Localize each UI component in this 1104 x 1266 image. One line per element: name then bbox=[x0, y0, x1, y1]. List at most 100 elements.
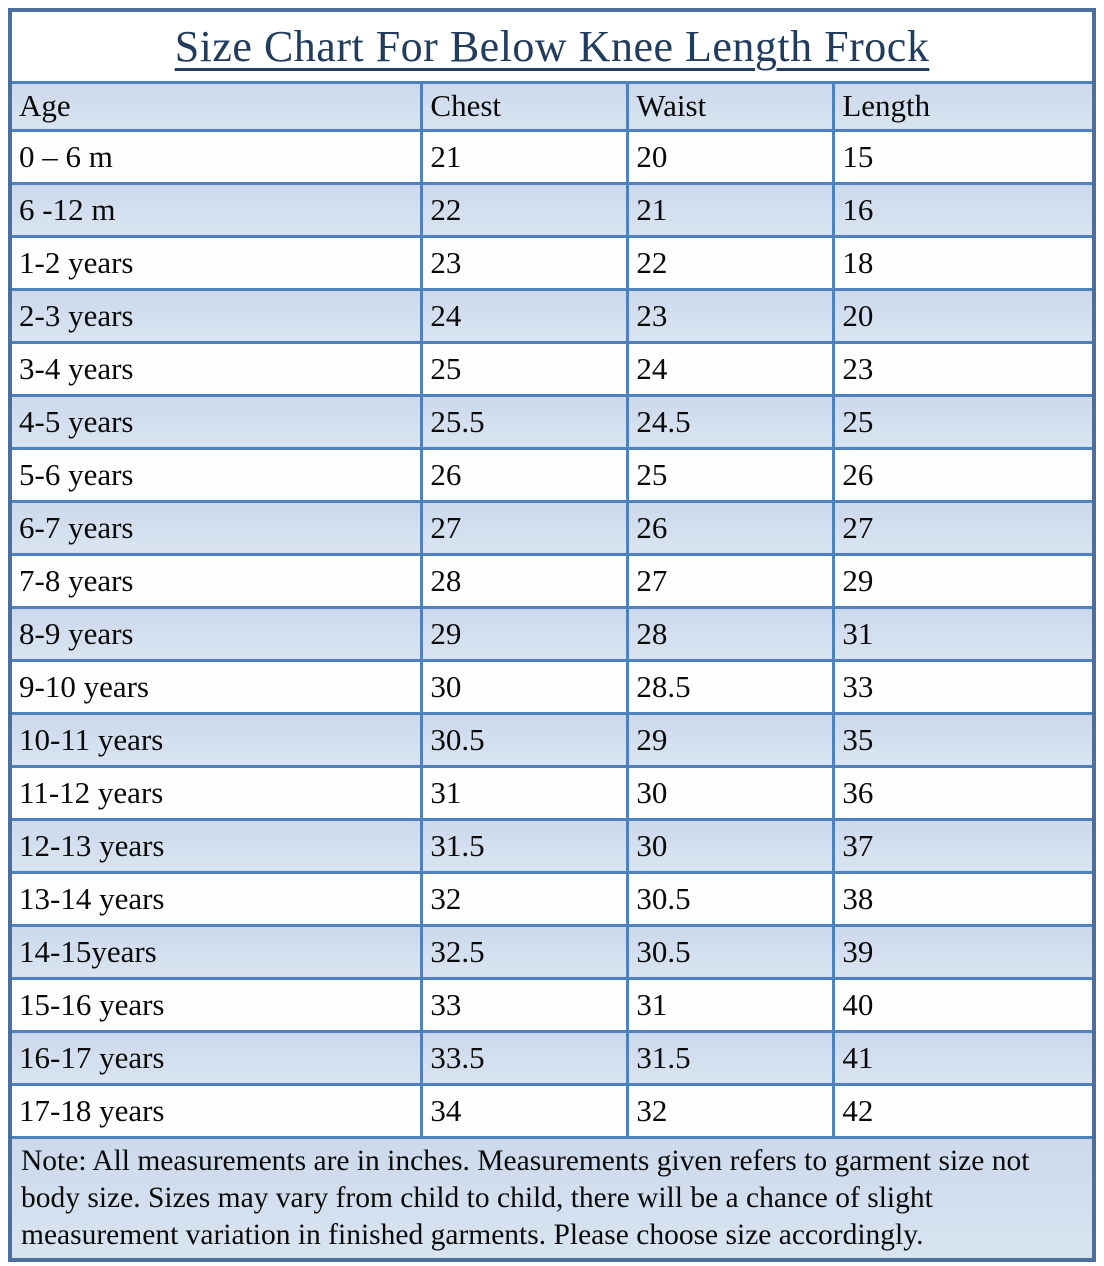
table-row: 9-10 years 30 28.5 33 bbox=[8, 658, 1096, 715]
size-chart-table: Size Chart For Below Knee Length Frock A… bbox=[8, 8, 1096, 1262]
waist-cell: 21 bbox=[626, 181, 836, 238]
table-row: 6-7 years 27 26 27 bbox=[8, 499, 1096, 556]
note-cell: Note: All measurements are in inches. Me… bbox=[8, 1135, 1096, 1261]
table-row: 7-8 years 28 27 29 bbox=[8, 552, 1096, 609]
page-title: Size Chart For Below Knee Length Frock bbox=[174, 21, 930, 71]
age-cell: 15-16 years bbox=[8, 976, 424, 1033]
waist-cell: 30 bbox=[626, 817, 836, 874]
table-row: 14-15years 32.5 30.5 39 bbox=[8, 923, 1096, 980]
column-header-length: Length bbox=[832, 80, 1096, 132]
waist-cell: 28 bbox=[626, 605, 836, 662]
age-cell: 4-5 years bbox=[8, 393, 424, 450]
table-row: 10-11 years 30.5 29 35 bbox=[8, 711, 1096, 768]
waist-cell: 30.5 bbox=[626, 870, 836, 927]
title-cell: Size Chart For Below Knee Length Frock bbox=[8, 8, 1096, 84]
length-cell: 25 bbox=[832, 393, 1096, 450]
size-table-body: 0 – 6 m 21 20 15 6 -12 m 22 21 16 1-2 ye… bbox=[8, 128, 1096, 1139]
age-cell: 11-12 years bbox=[8, 764, 424, 821]
age-cell: 8-9 years bbox=[8, 605, 424, 662]
chest-cell: 29 bbox=[420, 605, 630, 662]
chest-cell: 27 bbox=[420, 499, 630, 556]
column-header-chest: Chest bbox=[420, 80, 630, 132]
chest-cell: 33 bbox=[420, 976, 630, 1033]
length-cell: 41 bbox=[832, 1029, 1096, 1086]
length-cell: 33 bbox=[832, 658, 1096, 715]
length-cell: 18 bbox=[832, 234, 1096, 291]
length-cell: 29 bbox=[832, 552, 1096, 609]
waist-cell: 22 bbox=[626, 234, 836, 291]
waist-cell: 26 bbox=[626, 499, 836, 556]
table-row: 11-12 years 31 30 36 bbox=[8, 764, 1096, 821]
waist-cell: 30.5 bbox=[626, 923, 836, 980]
chest-cell: 33.5 bbox=[420, 1029, 630, 1086]
chest-cell: 23 bbox=[420, 234, 630, 291]
age-cell: 6-7 years bbox=[8, 499, 424, 556]
waist-cell: 30 bbox=[626, 764, 836, 821]
chest-cell: 24 bbox=[420, 287, 630, 344]
age-cell: 13-14 years bbox=[8, 870, 424, 927]
chest-cell: 30 bbox=[420, 658, 630, 715]
waist-cell: 20 bbox=[626, 128, 836, 185]
age-cell: 9-10 years bbox=[8, 658, 424, 715]
chest-cell: 31 bbox=[420, 764, 630, 821]
table-row: 13-14 years 32 30.5 38 bbox=[8, 870, 1096, 927]
table-row: 4-5 years 25.5 24.5 25 bbox=[8, 393, 1096, 450]
age-cell: 2-3 years bbox=[8, 287, 424, 344]
chest-cell: 26 bbox=[420, 446, 630, 503]
chest-cell: 28 bbox=[420, 552, 630, 609]
chest-cell: 30.5 bbox=[420, 711, 630, 768]
table-row: 2-3 years 24 23 20 bbox=[8, 287, 1096, 344]
length-cell: 35 bbox=[832, 711, 1096, 768]
waist-cell: 24 bbox=[626, 340, 836, 397]
age-cell: 10-11 years bbox=[8, 711, 424, 768]
age-cell: 14-15years bbox=[8, 923, 424, 980]
header-row: Age Chest Waist Length bbox=[8, 80, 1096, 132]
table-row: 16-17 years 33.5 31.5 41 bbox=[8, 1029, 1096, 1086]
age-cell: 6 -12 m bbox=[8, 181, 424, 238]
waist-cell: 25 bbox=[626, 446, 836, 503]
age-cell: 12-13 years bbox=[8, 817, 424, 874]
column-header-waist: Waist bbox=[626, 80, 836, 132]
chest-cell: 25 bbox=[420, 340, 630, 397]
length-cell: 23 bbox=[832, 340, 1096, 397]
length-cell: 26 bbox=[832, 446, 1096, 503]
age-cell: 5-6 years bbox=[8, 446, 424, 503]
table-row: 17-18 years 34 32 42 bbox=[8, 1082, 1096, 1139]
chest-cell: 22 bbox=[420, 181, 630, 238]
waist-cell: 28.5 bbox=[626, 658, 836, 715]
age-cell: 7-8 years bbox=[8, 552, 424, 609]
waist-cell: 27 bbox=[626, 552, 836, 609]
waist-cell: 32 bbox=[626, 1082, 836, 1139]
table-row: 6 -12 m 22 21 16 bbox=[8, 181, 1096, 238]
length-cell: 40 bbox=[832, 976, 1096, 1033]
table-row: 12-13 years 31.5 30 37 bbox=[8, 817, 1096, 874]
chest-cell: 21 bbox=[420, 128, 630, 185]
length-cell: 15 bbox=[832, 128, 1096, 185]
age-cell: 1-2 years bbox=[8, 234, 424, 291]
length-cell: 20 bbox=[832, 287, 1096, 344]
age-cell: 3-4 years bbox=[8, 340, 424, 397]
waist-cell: 24.5 bbox=[626, 393, 836, 450]
note-text: Note: All measurements are in inches. Me… bbox=[21, 1144, 1030, 1251]
waist-cell: 23 bbox=[626, 287, 836, 344]
chest-cell: 34 bbox=[420, 1082, 630, 1139]
waist-cell: 31 bbox=[626, 976, 836, 1033]
length-cell: 36 bbox=[832, 764, 1096, 821]
length-cell: 42 bbox=[832, 1082, 1096, 1139]
note-row: Note: All measurements are in inches. Me… bbox=[8, 1135, 1096, 1261]
chest-cell: 32.5 bbox=[420, 923, 630, 980]
age-cell: 17-18 years bbox=[8, 1082, 424, 1139]
table-row: 15-16 years 33 31 40 bbox=[8, 976, 1096, 1033]
chest-cell: 32 bbox=[420, 870, 630, 927]
column-header-age: Age bbox=[8, 80, 424, 132]
age-cell: 16-17 years bbox=[8, 1029, 424, 1086]
table-row: 3-4 years 25 24 23 bbox=[8, 340, 1096, 397]
table-row: 1-2 years 23 22 18 bbox=[8, 234, 1096, 291]
length-cell: 27 bbox=[832, 499, 1096, 556]
table-row: 8-9 years 29 28 31 bbox=[8, 605, 1096, 662]
chest-cell: 31.5 bbox=[420, 817, 630, 874]
age-cell: 0 – 6 m bbox=[8, 128, 424, 185]
waist-cell: 31.5 bbox=[626, 1029, 836, 1086]
title-row: Size Chart For Below Knee Length Frock bbox=[8, 8, 1096, 84]
